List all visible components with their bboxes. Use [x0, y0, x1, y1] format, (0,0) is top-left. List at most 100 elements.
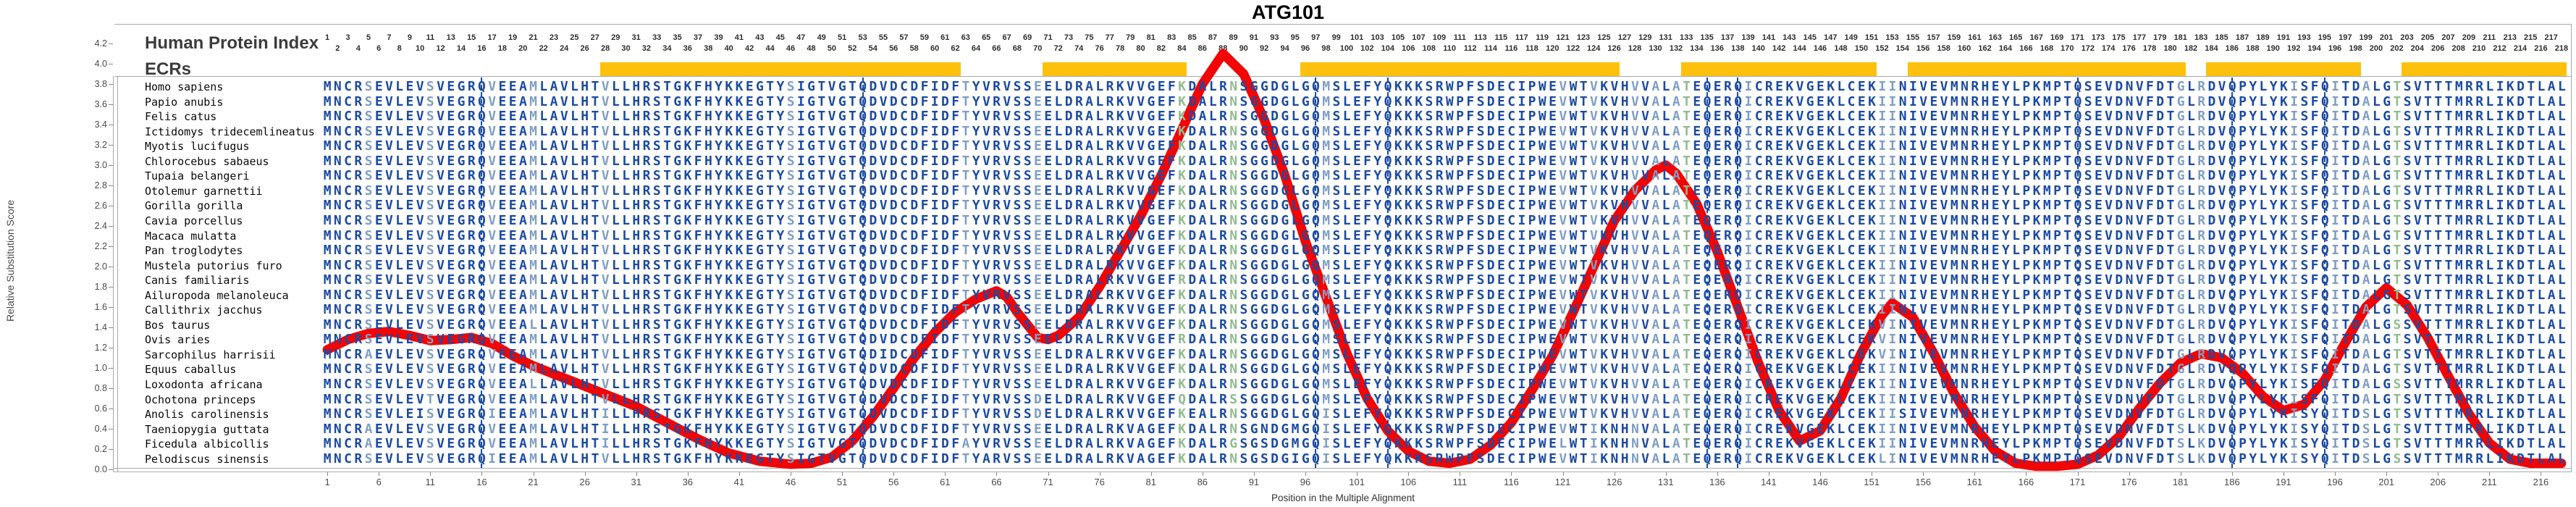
- index-number: 73: [1064, 33, 1074, 42]
- alignment-row: MNCRSEVLEVSVEGRQVEEAMLAVLHTVLLHRSTGKFHYK…: [323, 153, 2569, 169]
- index-number: 141: [1761, 33, 1776, 42]
- index-number: 109: [1432, 33, 1447, 42]
- index-number: 6: [376, 44, 382, 53]
- index-number: 119: [1536, 33, 1549, 42]
- index-number: 210: [2472, 44, 2486, 53]
- alignment-row: MNCRSEVLEVSVEGRQVEEAMLAVLHTVLLHRSTGKFHYK…: [323, 257, 2569, 273]
- y-tick-label: 1.8: [94, 282, 107, 292]
- index-number: 122: [1566, 44, 1580, 53]
- index-number: 184: [2205, 44, 2218, 53]
- y-tick-mark: [109, 287, 113, 288]
- index-number: 160: [1957, 44, 1971, 53]
- index-number: 42: [744, 44, 754, 53]
- x-tick-label: 26: [579, 477, 590, 487]
- index-number: 97: [1311, 33, 1321, 42]
- index-number: 17: [487, 33, 497, 42]
- x-tick-mark: [1048, 472, 1049, 476]
- ecr-segment: [1907, 62, 2186, 76]
- index-number: 198: [2349, 44, 2362, 53]
- index-number: 35: [673, 33, 682, 42]
- index-number: 70: [1033, 44, 1043, 53]
- q-column-guide: [481, 77, 483, 468]
- x-tick-label: 46: [785, 477, 796, 487]
- index-number: 208: [2451, 44, 2465, 53]
- index-number: 132: [1669, 44, 1683, 53]
- index-number: 59: [919, 33, 930, 42]
- x-tick-label: 161: [1966, 477, 1983, 487]
- index-number: 174: [2102, 44, 2116, 53]
- index-number: 144: [1793, 44, 1806, 53]
- x-tick-label: 81: [1145, 477, 1156, 487]
- index-number: 163: [1988, 33, 2002, 42]
- x-tick-mark: [1974, 472, 1976, 476]
- x-tick-label: 36: [682, 477, 694, 487]
- index-number: 129: [1638, 33, 1652, 42]
- x-tick-label: 166: [2018, 477, 2034, 487]
- index-number: 94: [1280, 44, 1289, 53]
- species-name: Callithrix jacchus: [145, 303, 263, 317]
- y-axis-line-inner: [117, 76, 118, 472]
- index-number: 152: [1875, 44, 1889, 53]
- species-name: Gorilla gorilla: [145, 199, 243, 213]
- species-name: Chlorocebus sabaeus: [145, 154, 269, 168]
- index-number: 207: [2441, 33, 2455, 42]
- species-name: Loxodonta africana: [145, 378, 263, 391]
- x-axis-title: Position in the Multiple Alignment: [1271, 493, 1415, 503]
- species-name: Cavia porcellus: [145, 214, 243, 227]
- x-tick-mark: [636, 472, 637, 476]
- index-number: 205: [2420, 33, 2435, 42]
- x-tick-label: 141: [1761, 477, 1777, 487]
- x-tick-label: 101: [1349, 477, 1365, 487]
- y-tick-mark: [109, 449, 113, 450]
- index-number: 72: [1053, 44, 1063, 53]
- index-number: 209: [2462, 33, 2476, 42]
- index-number: 169: [2050, 33, 2064, 42]
- y-tick-mark: [109, 307, 113, 308]
- index-number: 136: [1710, 44, 1724, 53]
- index-number: 123: [1576, 33, 1591, 42]
- alignment-row: MNCRAEVLEVSVEGRQVEEAMLAVLHTILLHRSTGKFHYK…: [323, 421, 2569, 437]
- y-tick-mark: [109, 145, 113, 146]
- index-number: 212: [2493, 44, 2506, 53]
- y-tick-mark: [109, 43, 113, 44]
- y-tick-mark: [109, 388, 113, 389]
- index-number: 158: [1937, 44, 1950, 53]
- index-number: 15: [467, 33, 476, 42]
- alignment-row: MNCRSEVLEVSVEGRQVEEAMLAVLHTVLLHRSTGKFHYK…: [323, 168, 2569, 184]
- y-tick-mark: [109, 368, 113, 369]
- index-number: 125: [1597, 33, 1611, 42]
- index-number: 39: [714, 33, 723, 42]
- index-number: 175: [2112, 33, 2126, 42]
- x-tick-mark: [996, 472, 998, 476]
- x-tick-label: 111: [1452, 477, 1468, 487]
- index-number: 51: [837, 33, 847, 42]
- index-number: 149: [1844, 33, 1858, 42]
- index-number: 172: [2081, 44, 2095, 53]
- x-tick-label: 176: [2121, 477, 2137, 487]
- index-number: 131: [1659, 33, 1672, 42]
- index-number: 166: [2019, 44, 2033, 53]
- index-number: 193: [2297, 33, 2311, 42]
- x-tick-mark: [1717, 472, 1718, 476]
- index-number: 98: [1321, 44, 1331, 53]
- species-name: Pelodiscus sinensis: [145, 452, 269, 466]
- alignment-row: MNCRAEVLEVSVEGRQVEEAMLAVLHTVLLHRSTGKFHYK…: [323, 346, 2569, 362]
- index-number: 188: [2246, 44, 2260, 53]
- index-number: 153: [1885, 33, 1899, 42]
- index-number: 44: [765, 44, 775, 53]
- index-number: 194: [2307, 44, 2321, 53]
- index-number: 74: [1074, 44, 1084, 53]
- index-number: 148: [1834, 44, 1848, 53]
- index-number: 66: [992, 44, 1001, 53]
- index-number: 164: [1998, 44, 2013, 53]
- q-column-guide: [2323, 77, 2325, 468]
- index-number: 180: [2163, 44, 2177, 53]
- x-tick-mark: [1562, 472, 1564, 476]
- index-number: 191: [2276, 33, 2291, 42]
- ecr-segment: [1300, 62, 1620, 76]
- index-number: 23: [549, 33, 559, 42]
- x-tick-label: 106: [1400, 477, 1417, 487]
- x-tick-label: 201: [2378, 477, 2394, 487]
- q-column-guide: [1706, 77, 1708, 468]
- y-tick-mark: [109, 104, 113, 105]
